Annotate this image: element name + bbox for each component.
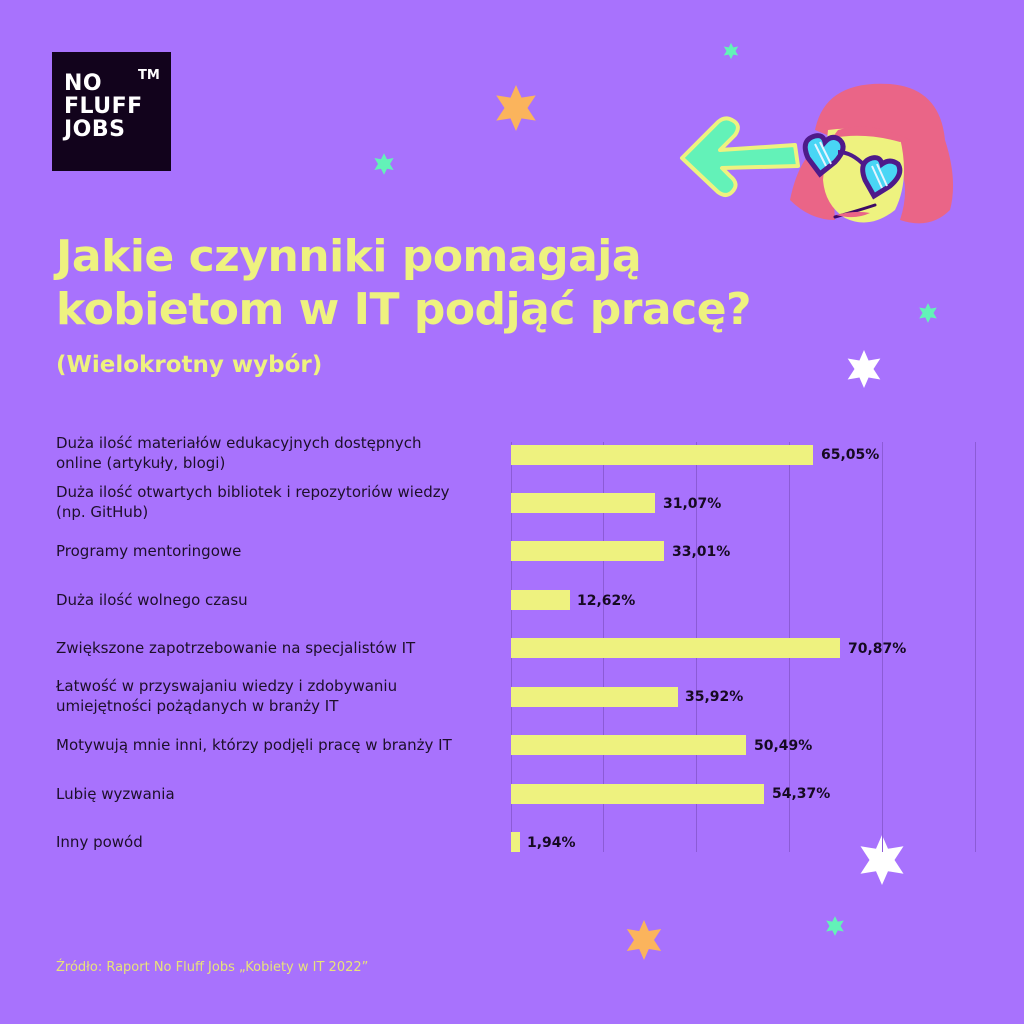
category-label: Motywują mnie inni, którzy podjęli pracę… bbox=[56, 736, 452, 754]
gridline bbox=[975, 442, 976, 852]
logo-line-1: NO bbox=[64, 71, 103, 96]
category-label: Inny powód bbox=[56, 833, 143, 851]
chart-title: Jakie czynniki pomagają kobietom w IT po… bbox=[56, 231, 752, 335]
bar bbox=[511, 493, 655, 513]
star-icon bbox=[847, 350, 881, 388]
star-icon bbox=[374, 153, 394, 175]
value-label: 65,05% bbox=[821, 447, 880, 463]
trademark: TM bbox=[138, 68, 160, 83]
value-label: 70,87% bbox=[848, 641, 907, 657]
value-label: 31,07% bbox=[663, 496, 722, 512]
value-label: 12,62% bbox=[577, 593, 636, 609]
bar bbox=[511, 735, 746, 755]
bar bbox=[511, 590, 570, 610]
category-label: Duża ilość materiałów edukacyjnych dostę… bbox=[56, 434, 422, 472]
heart-glasses-icon bbox=[802, 133, 903, 200]
logo-text: NO FLUFF JOBS bbox=[64, 72, 143, 141]
star-icon bbox=[919, 303, 937, 323]
category-label: Zwiększone zapotrzebowanie na specjalist… bbox=[56, 639, 416, 657]
category-label: Duża ilość otwartych bibliotek i repozyt… bbox=[56, 483, 450, 521]
logo-line-2: FLUFF bbox=[64, 94, 143, 119]
bar bbox=[511, 541, 664, 561]
source-note: Źródło: Raport No Fluff Jobs „Kobiety w … bbox=[56, 960, 369, 975]
category-label: Programy mentoringowe bbox=[56, 542, 242, 560]
value-label: 35,92% bbox=[685, 689, 744, 705]
woman-with-arrow-illustration bbox=[680, 83, 954, 224]
star-icon bbox=[826, 916, 844, 936]
star-icon bbox=[626, 920, 662, 960]
value-label: 50,49% bbox=[754, 738, 813, 754]
star-icon bbox=[860, 835, 904, 885]
bar bbox=[511, 638, 840, 658]
value-label: 1,94% bbox=[527, 835, 576, 851]
gridline bbox=[882, 442, 883, 852]
star-icon bbox=[496, 85, 536, 131]
no-fluff-jobs-logo: NO FLUFF JOBS TM bbox=[52, 52, 171, 171]
logo-line-3: JOBS bbox=[64, 117, 126, 142]
value-label: 54,37% bbox=[772, 786, 831, 802]
star-icon bbox=[723, 42, 739, 60]
value-label: 33,01% bbox=[672, 544, 731, 560]
arrow-icon bbox=[680, 116, 800, 197]
bar bbox=[511, 784, 764, 804]
chart-subtitle: (Wielokrotny wybór) bbox=[56, 352, 323, 378]
category-label: Duża ilość wolnego czasu bbox=[56, 591, 248, 609]
bar bbox=[511, 832, 520, 852]
bar bbox=[511, 445, 813, 465]
category-label: Łatwość w przyswajaniu wiedzy i zdobywan… bbox=[56, 677, 398, 715]
bar bbox=[511, 687, 678, 707]
category-label: Lubię wyzwania bbox=[56, 785, 175, 803]
